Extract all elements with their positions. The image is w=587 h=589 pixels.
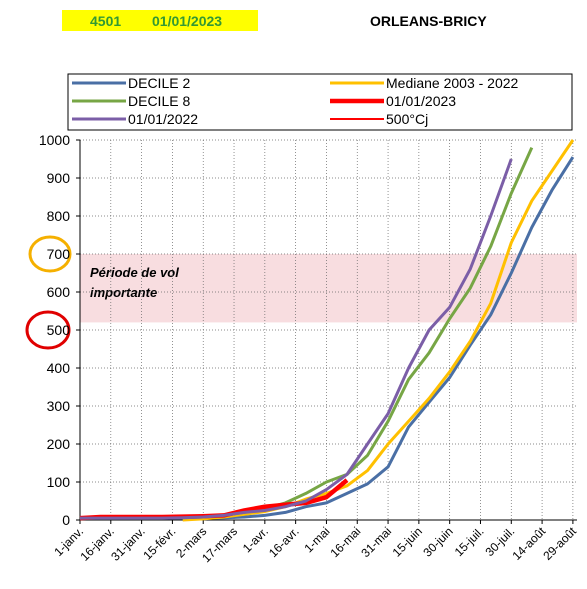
- y-tick-label: 300: [47, 398, 71, 414]
- y-tick-label: 0: [62, 512, 70, 528]
- y-tick-label: 600: [47, 284, 71, 300]
- legend-label: Mediane 2003 - 2022: [386, 75, 519, 91]
- highlight-circle: [28, 235, 72, 273]
- y-tick-label: 700: [47, 246, 71, 262]
- x-tick-label: 14-août: [510, 524, 549, 563]
- legend-label: 500°Cj: [386, 111, 428, 127]
- y-tick-label: 500: [47, 322, 71, 338]
- x-tick-label: 15-févr.: [140, 524, 178, 562]
- legend-label: 01/01/2023: [386, 93, 456, 109]
- legend-box: [67, 73, 573, 131]
- y-tick-label: 1000: [39, 132, 70, 148]
- data-line: [80, 158, 513, 520]
- x-tick-label: 16-mai: [328, 524, 364, 560]
- x-tick-label: 29-août: [540, 524, 579, 563]
- y-tick-label: 800: [47, 208, 71, 224]
- y-tick-label: 900: [47, 170, 71, 186]
- y-tick-label: 100: [47, 474, 71, 490]
- x-tick-label: 15-juil.: [452, 524, 487, 559]
- header-date: 01/01/2023: [152, 13, 222, 29]
- x-tick-label: 16-avr.: [266, 524, 302, 560]
- x-tick-label: 30-juin: [420, 524, 455, 559]
- header-station: ORLEANS-BRICY: [370, 13, 487, 29]
- annotation: importante: [90, 285, 157, 300]
- y-tick-label: 200: [47, 436, 71, 452]
- header-highlight: [62, 10, 258, 31]
- y-tick-label: 400: [47, 360, 71, 376]
- x-tick-label: 15-juin: [390, 524, 425, 559]
- data-line: [182, 139, 575, 522]
- legend-label: DECILE 2: [128, 75, 190, 91]
- legend-label: DECILE 8: [128, 93, 190, 109]
- x-tick-label: 31-mai: [358, 524, 394, 560]
- data-line: [80, 146, 534, 520]
- data-line: [80, 156, 575, 520]
- x-tick-label: 31-janv.: [108, 524, 147, 563]
- legend-label: 01/01/2022: [128, 111, 198, 127]
- highlight-circle: [25, 310, 71, 350]
- annotation: Période de vol: [90, 265, 179, 280]
- header-code: 4501: [90, 13, 121, 29]
